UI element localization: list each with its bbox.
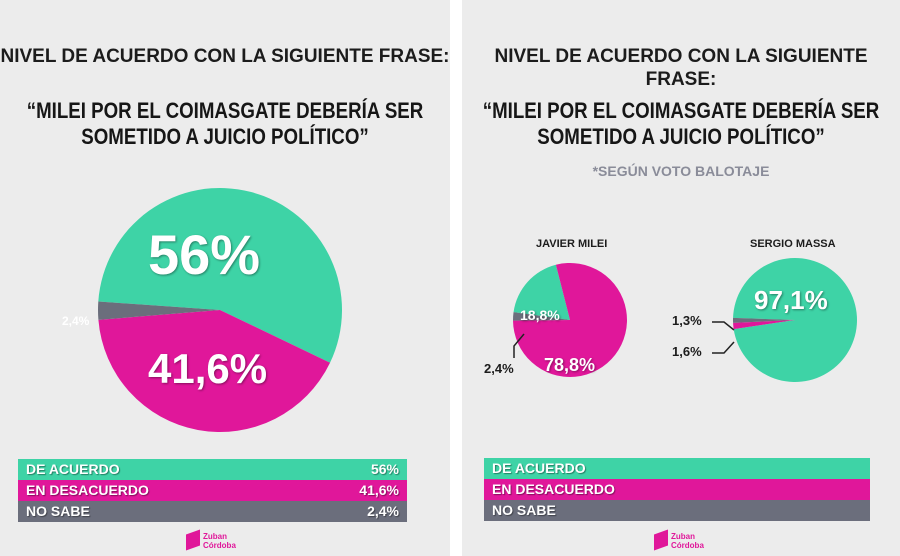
data-label-massa-agree: 97,1%	[754, 285, 828, 315]
legend-row-nosabe: NO SABE	[484, 500, 870, 521]
overall-slice-en-desacuerdo	[98, 310, 331, 432]
overall-slice-de-acuerdo	[98, 187, 343, 363]
massa-slice-de-acuerdo	[733, 258, 857, 383]
leader-line-milei-nosabe	[513, 333, 525, 358]
pie-chart-overall	[97, 187, 343, 432]
data-label-nosabe: 2,4%	[62, 314, 90, 328]
logo-text: Córdoba	[203, 541, 236, 550]
group-name-massa: SERGIO MASSA	[750, 238, 836, 250]
legend-row-agree: DE ACUERDO 56%	[18, 459, 407, 480]
legend-label: DE ACUERDO	[492, 460, 586, 476]
legend-value: 56%	[370, 461, 399, 477]
logo: Zuban Córdoba	[654, 529, 704, 551]
chart-quote: “MILEI POR EL COIMASGATE DEBERÍA SER SOM…	[26, 98, 424, 149]
milei-slice-no-sabe	[513, 312, 570, 321]
data-label-disagree: 41,6%	[148, 345, 268, 392]
leader-line-massa-disagree	[712, 341, 735, 354]
chart-subtitle: *SEGÚN VOTO BALOTAJE	[592, 163, 770, 179]
data-label-milei-nosabe: 2,4%	[484, 361, 514, 376]
legend-value: 41,6%	[359, 482, 399, 498]
pie-charts-by-vote	[513, 258, 857, 383]
legend-value: 2,4%	[367, 503, 399, 519]
chart-title: NIVEL DE ACUERDO CON LA SIGUIENTE FRASE:	[494, 46, 868, 90]
legend-label: EN DESACUERDO	[26, 482, 149, 498]
data-label-massa-nosabe: 1,3%	[672, 313, 702, 328]
legend-label: NO SABE	[492, 502, 556, 518]
milei-slice-en-desacuerdo	[513, 263, 627, 378]
left-panel: NIVEL DE ACUERDO CON LA SIGUIENTE FRASE:…	[0, 0, 450, 556]
logo-text: Zuban	[203, 532, 227, 541]
massa-slice-en-desacuerdo	[733, 320, 795, 330]
legend-row-agree: DE ACUERDO	[484, 458, 870, 479]
legend-row-disagree: EN DESACUERDO	[484, 479, 870, 500]
logo-text: Córdoba	[671, 541, 704, 550]
legend-label: EN DESACUERDO	[492, 481, 615, 497]
data-label-agree: 56%	[148, 223, 261, 286]
massa-slice-no-sabe	[733, 317, 795, 323]
data-label-milei-disagree: 78,8%	[544, 355, 596, 375]
legend-label: NO SABE	[26, 503, 90, 519]
legend-row-nosabe: NO SABE 2,4%	[18, 501, 407, 522]
data-label-massa-disagree: 1,6%	[672, 344, 702, 359]
logo: Zuban Córdoba	[186, 529, 236, 551]
chart-quote: “MILEI POR EL COIMASGATE DEBERÍA SER SOM…	[482, 98, 880, 149]
right-panel: NIVEL DE ACUERDO CON LA SIGUIENTE FRASE:…	[462, 0, 900, 556]
legend-row-disagree: EN DESACUERDO 41,6%	[18, 480, 407, 501]
leader-line-massa-nosabe	[712, 321, 735, 331]
group-name-milei: JAVIER MILEI	[536, 238, 608, 250]
milei-slice-de-acuerdo	[513, 264, 570, 320]
logo-text: Zuban	[671, 532, 695, 541]
legend-label: DE ACUERDO	[26, 461, 120, 477]
chart-title: NIVEL DE ACUERDO CON LA SIGUIENTE FRASE:	[0, 46, 450, 67]
overall-slice-no-sabe	[97, 301, 220, 320]
data-label-milei-agree: 18,8%	[520, 307, 560, 323]
